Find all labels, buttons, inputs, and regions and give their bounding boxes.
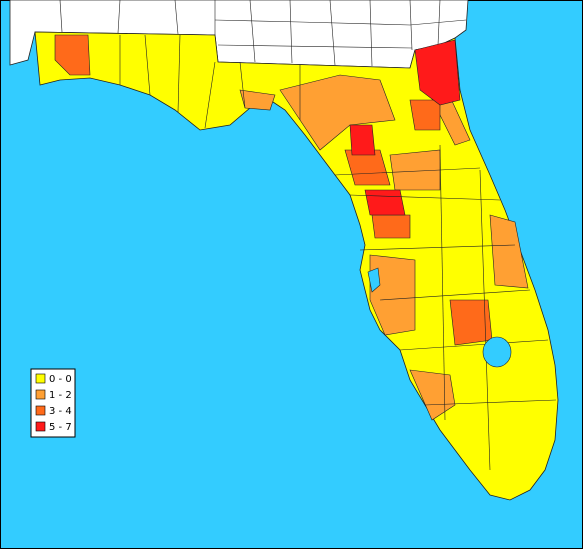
county-region [389, 149, 441, 191]
legend-swatch [35, 405, 46, 416]
bay [367, 267, 381, 293]
county-region [409, 99, 441, 131]
county-region [409, 369, 456, 421]
county-region [489, 214, 529, 289]
legend-label: 3 - 4 [49, 406, 72, 417]
legend-label: 5 - 7 [49, 422, 72, 433]
county-region [414, 39, 461, 106]
county-region [279, 74, 396, 151]
county-region [371, 214, 411, 239]
lake [482, 336, 512, 368]
legend-label: 1 - 2 [49, 390, 72, 401]
legend-swatch [35, 389, 46, 400]
county-region [54, 34, 91, 76]
legend-swatch [35, 421, 46, 432]
county-lines [119, 34, 557, 471]
neighbor-county-lines [59, 0, 467, 67]
county-region [239, 89, 276, 111]
legend-label: 0 - 0 [49, 374, 72, 385]
county-region [364, 189, 406, 216]
legend-swatch [35, 373, 46, 384]
county-region [369, 254, 416, 336]
county-region [349, 124, 376, 156]
legend: 0 - 0 1 - 2 3 - 4 5 - 7 [30, 368, 76, 438]
